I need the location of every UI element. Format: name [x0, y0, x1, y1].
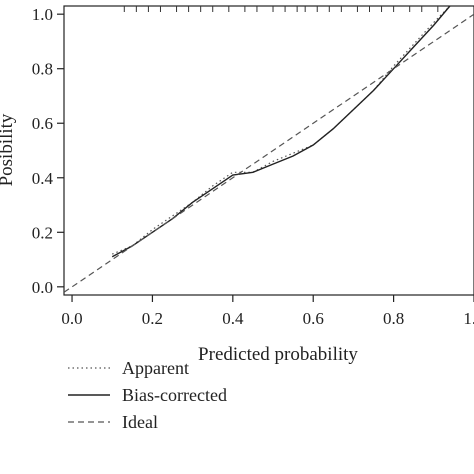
legend-label-bias-corrected: Bias-corrected — [122, 385, 227, 405]
x-tick-label: 0.4 — [222, 309, 244, 328]
series-line-apparent — [111, 5, 451, 255]
y-tick-label: 1.0 — [32, 5, 53, 24]
x-tick-label: 0.6 — [303, 309, 324, 328]
series-line-bias-corrected — [111, 5, 451, 258]
y-axis-label: Posibility — [0, 113, 17, 186]
series-lines — [63, 5, 474, 293]
x-tick-label: 1.0 — [463, 309, 474, 328]
y-tick-label: 0.8 — [32, 60, 53, 79]
x-tick-label: 0.8 — [383, 309, 404, 328]
x-axis-label: Predicted probability — [198, 344, 358, 365]
x-tick-label: 0.2 — [142, 309, 163, 328]
y-tick-label: 0.6 — [32, 114, 53, 133]
y-tick-label: 0.2 — [32, 223, 53, 242]
x-tick-label: 0.0 — [61, 309, 82, 328]
legend: Apparent Bias-corrected Ideal — [68, 358, 227, 432]
y-tick-label: 0.0 — [32, 278, 53, 297]
legend-label-apparent: Apparent — [122, 358, 189, 378]
legend-label-ideal: Ideal — [122, 412, 158, 432]
y-axis-ticks: 0.0 0.2 0.4 0.6 0.8 1.0 — [32, 5, 64, 297]
axes — [63, 5, 474, 296]
plot-frame — [63, 5, 474, 296]
y-tick-label: 0.4 — [32, 169, 54, 188]
series-line-ideal — [63, 13, 474, 293]
rug-marks — [123, 6, 439, 12]
x-axis-ticks: 0.0 0.2 0.4 0.6 0.8 1.0 — [61, 295, 474, 328]
